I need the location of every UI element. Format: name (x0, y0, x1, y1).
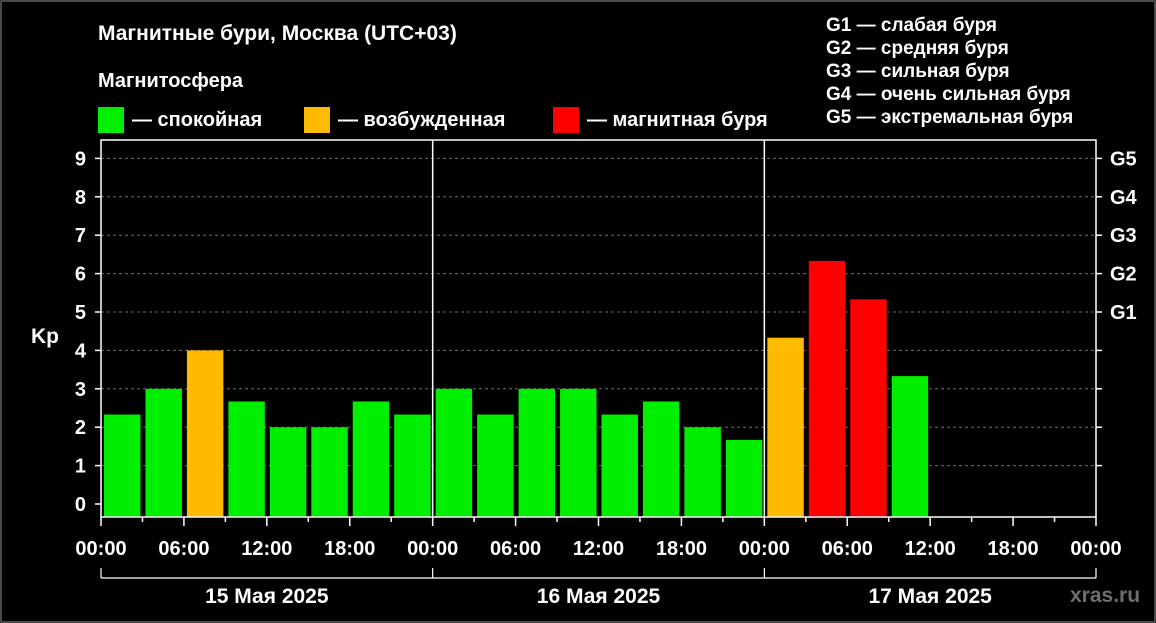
legend-label-active: — возбужденная (338, 108, 506, 131)
kp-bar (850, 299, 887, 517)
kp-bar (891, 376, 929, 517)
x-tick-label: 18:00 (988, 538, 1039, 560)
x-tick-label: 00:00 (739, 538, 790, 560)
g-scale-label: G1 (1110, 302, 1137, 324)
x-tick-label: 00:00 (407, 538, 458, 560)
x-tick-label: 06:00 (158, 538, 209, 560)
day-label: 16 Мая 2025 (537, 585, 661, 608)
y-tick-label: 4 (75, 340, 87, 362)
kp-bar (145, 388, 182, 517)
g-scale-label: G5 (1110, 148, 1137, 170)
legend-swatch-storm (553, 107, 579, 133)
g-scale-label: G4 (1110, 187, 1138, 209)
y-tick-label: 6 (75, 264, 86, 286)
day-label: 15 Мая 2025 (205, 585, 329, 608)
y-tick-label: 8 (75, 187, 86, 209)
kp-bar (435, 388, 473, 517)
x-tick-label: 00:00 (75, 538, 126, 560)
x-tick-label: 06:00 (822, 538, 873, 560)
kp-bar (767, 337, 804, 517)
x-tick-label: 00:00 (1070, 538, 1121, 560)
legend-item-storm: — магнитная буря (553, 106, 768, 134)
legend-item-active: — возбужденная (304, 106, 505, 134)
x-tick-label: 12:00 (241, 538, 292, 560)
kp-bar (477, 414, 514, 517)
x-tick-label: 12:00 (905, 538, 956, 560)
g-legend-g5: G5 — экстремальная буря (826, 107, 1074, 128)
legend-label-quiet: — спокойная (132, 108, 263, 131)
day-label: 17 Мая 2025 (868, 585, 992, 608)
y-tick-label: 5 (75, 302, 86, 324)
kp-bar (684, 427, 721, 517)
kp-bar (642, 401, 680, 517)
y-tick-label: 0 (75, 494, 86, 516)
x-tick-label: 06:00 (490, 538, 541, 560)
g-legend-g3: G3 — сильная буря (826, 61, 1010, 82)
g-scale-label: G2 (1110, 264, 1137, 286)
legend-label-storm: — магнитная буря (587, 108, 768, 131)
kp-bar (560, 388, 597, 517)
legend-item-quiet: — спокойная (98, 106, 262, 134)
legend-swatch-quiet (98, 107, 124, 133)
kp-bar (311, 427, 348, 517)
chart-title: Магнитные бури, Москва (UTC+03) (98, 22, 457, 45)
kp-bar (518, 388, 556, 517)
kp-bar (269, 427, 307, 517)
legend-heading: Магнитосфера (98, 70, 244, 92)
watermark: xras.ru (1070, 584, 1141, 607)
kp-bar (394, 414, 431, 517)
g-scale-label: G3 (1110, 225, 1137, 247)
legend-swatch-active (304, 107, 330, 133)
x-tick-label: 12:00 (573, 538, 624, 560)
y-axis-label: Kp (31, 325, 59, 348)
g-scale-legend: G1 — слабая буря G2 — средняя буря G3 — … (826, 14, 1073, 129)
kp-bar (104, 414, 141, 517)
kp-bar (601, 414, 638, 517)
g-legend-g1: G1 — слабая буря (826, 15, 998, 36)
y-tick-label: 9 (75, 148, 86, 170)
kp-bar (186, 350, 224, 517)
g-legend-g2: G2 — средняя буря (826, 38, 1009, 59)
g-legend-g4: G4 — очень сильная буря (826, 84, 1071, 105)
kp-bar (228, 401, 265, 517)
x-tick-label: 18:00 (656, 538, 707, 560)
y-tick-label: 1 (75, 456, 86, 478)
x-tick-label: 18:00 (324, 538, 375, 560)
kp-bar (808, 260, 846, 517)
y-tick-label: 3 (75, 379, 86, 401)
y-tick-label: 7 (75, 225, 86, 247)
kp-bar (725, 439, 763, 517)
y-tick-label: 2 (75, 417, 86, 439)
kp-bar (352, 401, 390, 517)
